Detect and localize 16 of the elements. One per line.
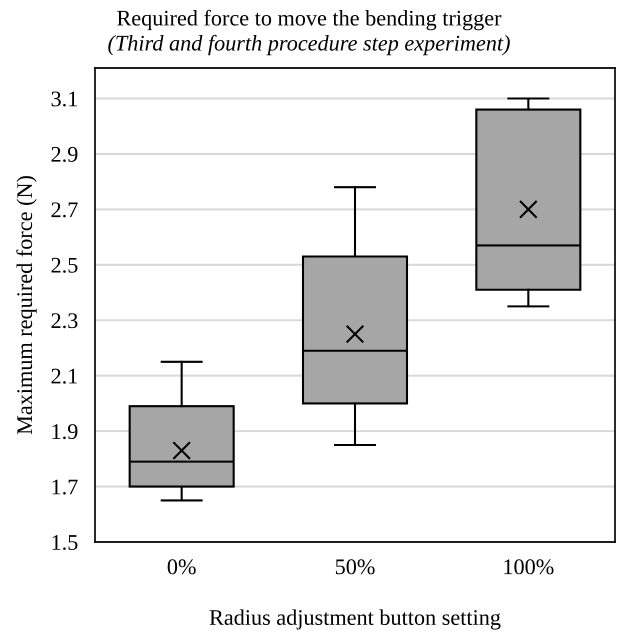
y-tick-label: 1.9: [52, 424, 78, 440]
y-tick-label: 2.3: [52, 313, 78, 328]
y-tick-label: 1.7: [52, 480, 78, 495]
y-axis-title: Maximum required force (N): [16, 176, 37, 434]
x-tick-label: 100%: [504, 559, 554, 574]
x-tick-label: 50%: [336, 559, 375, 574]
y-tick-label: 2.1: [52, 368, 77, 384]
chart-title: Required force to move the bending trigger: [117, 10, 502, 30]
y-tick-label: 1.5: [52, 535, 78, 550]
y-tick-label: 3.1: [52, 91, 77, 107]
chart-subtitle: (Third and fourth procedure step experiment): [108, 34, 510, 56]
y-tick-label: 2.7: [52, 202, 78, 218]
y-tick-label: 2.9: [52, 146, 78, 162]
x-axis-title: Radius adjustment button setting: [210, 609, 501, 630]
y-tick-label: 2.5: [52, 258, 78, 273]
x-tick-label: 0%: [168, 559, 196, 574]
